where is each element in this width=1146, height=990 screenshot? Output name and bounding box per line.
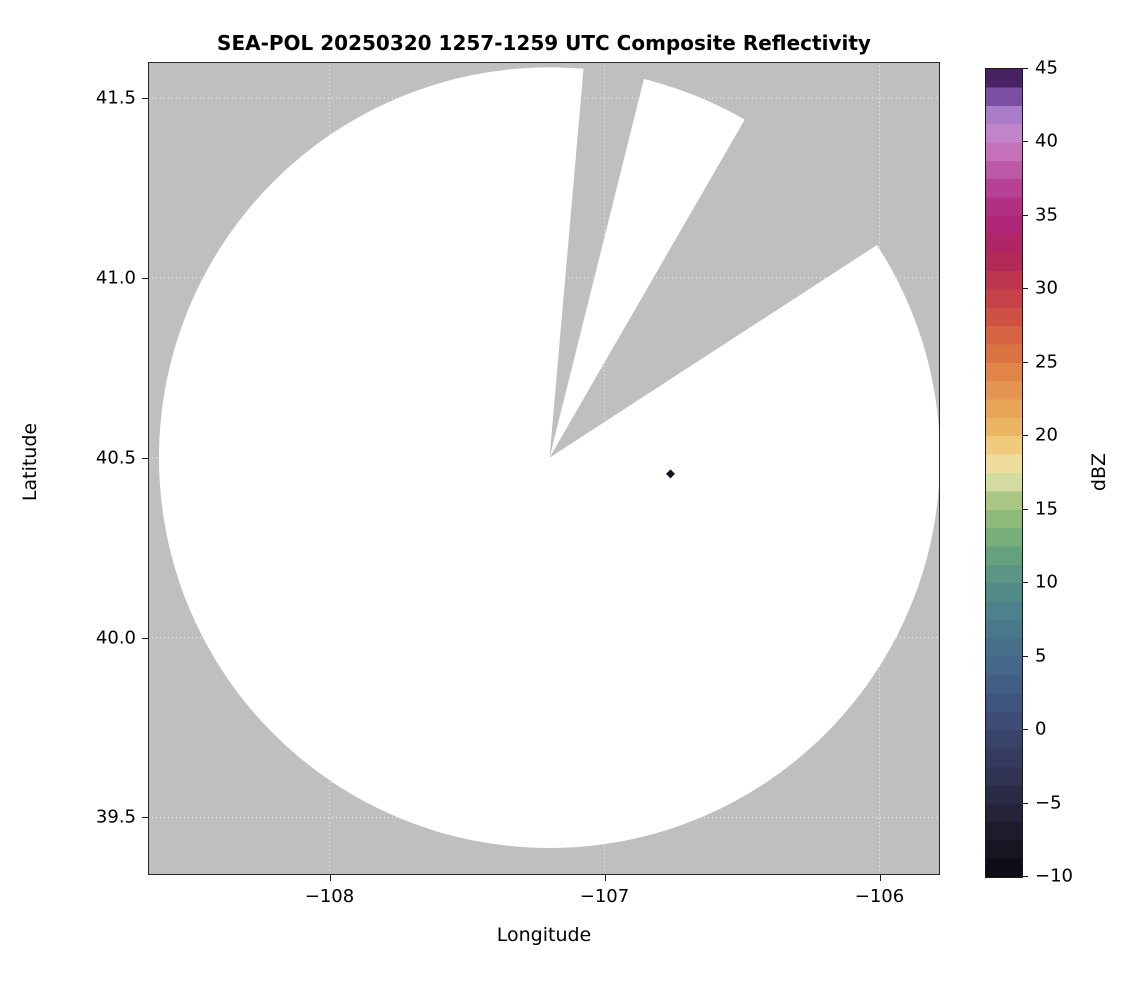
colorbar-tick-label: 30	[1035, 277, 1058, 299]
colorbar-tick-label: 0	[1035, 718, 1047, 740]
colorbar-gradient	[986, 69, 1022, 877]
y-tick-mark	[142, 97, 148, 99]
colorbar-tick-label: 10	[1035, 571, 1058, 593]
colorbar-tick-mark	[1023, 141, 1028, 143]
colorbar-label: dBZ	[1088, 452, 1110, 492]
colorbar-tick-label: 5	[1035, 645, 1047, 667]
x-tick-mark	[604, 875, 606, 881]
x-tick-label: −107	[579, 886, 630, 907]
colorbar-tick-mark	[1023, 508, 1028, 510]
colorbar-tick-label: 35	[1035, 204, 1058, 226]
colorbar-tick-mark	[1023, 288, 1028, 290]
colorbar-tick-mark	[1023, 68, 1028, 69]
y-tick-label: 40.0	[95, 627, 136, 649]
colorbar-tick-mark	[1023, 582, 1028, 584]
y-tick-mark	[142, 817, 148, 819]
x-tick-mark	[329, 875, 331, 881]
y-tick-label: 39.5	[95, 806, 136, 828]
colorbar-tick-label: 15	[1035, 498, 1058, 520]
y-tick-mark	[142, 637, 148, 639]
x-tick-mark	[879, 875, 881, 881]
colorbar-tick-label: −5	[1035, 792, 1062, 814]
plot-border	[148, 62, 940, 875]
colorbar-tick-label: 20	[1035, 424, 1058, 446]
colorbar-tick-mark	[1023, 655, 1028, 657]
blocked-sector	[549, 62, 940, 458]
colorbar-tick-label: 25	[1035, 351, 1058, 373]
y-tick-mark	[142, 277, 148, 279]
colorbar-tick-mark	[1023, 729, 1028, 731]
chart-title: SEA-POL 20250320 1257-1259 UTC Composite…	[217, 31, 871, 55]
y-tick-label: 41.0	[95, 267, 136, 289]
colorbar	[985, 68, 1023, 878]
colorbar-tick-label: −10	[1035, 865, 1073, 887]
y-tick-label: 41.5	[95, 87, 136, 109]
colorbar-tick-mark	[1023, 802, 1028, 804]
y-tick-label: 40.5	[95, 447, 136, 469]
colorbar-tick-mark	[1023, 361, 1028, 363]
blocked-sector	[549, 62, 649, 458]
y-tick-mark	[142, 457, 148, 459]
radar-plot	[148, 62, 940, 875]
x-axis-label: Longitude	[496, 924, 592, 946]
colorbar-tick-mark	[1023, 435, 1028, 437]
x-tick-label: −106	[854, 886, 905, 907]
colorbar-tick-mark	[1023, 214, 1028, 216]
echo-point	[666, 469, 675, 479]
x-tick-label: −108	[304, 886, 355, 907]
colorbar-tick-label: 45	[1035, 57, 1058, 79]
colorbar-tick-mark	[1023, 876, 1028, 877]
colorbar-tick-label: 40	[1035, 130, 1058, 152]
